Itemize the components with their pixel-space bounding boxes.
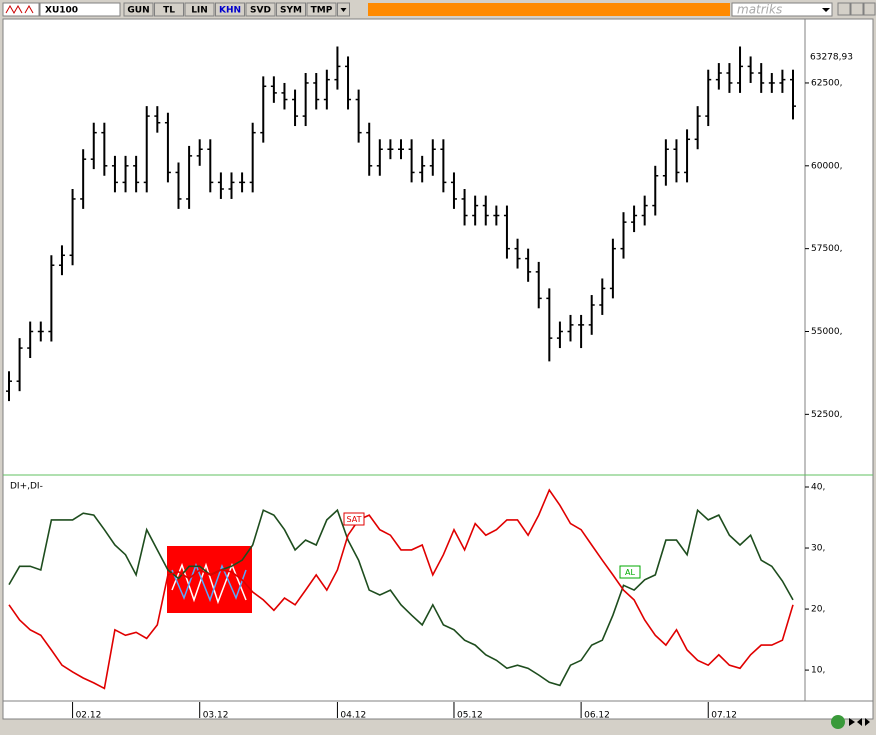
symbol: XU100 — [45, 6, 78, 16]
overlay-zigzag — [171, 562, 247, 605]
y-tick-label: 62500, — [811, 78, 843, 88]
refresh-button[interactable] — [831, 715, 845, 729]
x-tick-label: 03.12 — [203, 711, 229, 721]
toolbar-button-label: TMP — [311, 6, 333, 16]
toolbar-button-label: SYM — [280, 6, 302, 16]
x-tick-label: 05.12 — [457, 711, 483, 721]
symbol-box[interactable] — [39, 2, 121, 17]
dropdown-arrow — [340, 8, 347, 12]
toolbar-button[interactable] — [154, 2, 184, 17]
toolbar-button[interactable] — [215, 2, 245, 17]
chart-area — [2, 18, 874, 702]
scroll-right[interactable] — [865, 718, 870, 726]
toolbar-button[interactable] — [245, 2, 276, 17]
toolbar-button-label: LIN — [191, 6, 208, 16]
toolbar-button[interactable] — [123, 2, 154, 17]
y-tick-label: 52500, — [811, 410, 843, 420]
x-axis-strip — [2, 700, 874, 720]
logo-box — [2, 2, 40, 17]
scroll-left[interactable] — [857, 718, 862, 726]
y-tick-label: 60000, — [811, 161, 843, 171]
close-button[interactable] — [863, 2, 876, 16]
status-bar — [368, 3, 730, 16]
y-tick-label: 40, — [811, 482, 825, 492]
indicator-line — [8, 508, 794, 687]
indicator-line — [8, 488, 794, 690]
brand-box — [731, 2, 833, 17]
toolbar-button[interactable] — [306, 2, 337, 17]
toolbar-button-label: GUN — [127, 6, 149, 16]
overlay-box — [167, 546, 252, 613]
x-tick-label: 04.12 — [340, 711, 366, 721]
y-tick-label: 57500, — [811, 244, 843, 254]
brand: matriks — [737, 3, 782, 17]
y-tick-label: 30, — [811, 544, 825, 554]
signal-label: AL — [625, 568, 635, 577]
overlay-zigzag — [171, 562, 247, 603]
logo-icon — [5, 4, 34, 15]
y-tick-label: 20, — [811, 605, 825, 615]
indicator-title: DI+,DI- — [10, 482, 43, 492]
x-tick-label: 07.12 — [711, 711, 737, 721]
signal-box — [619, 565, 641, 579]
scroll-start[interactable] — [849, 718, 855, 726]
toolbar-button-label: SVD — [250, 6, 271, 16]
brand-dropdown[interactable] — [822, 8, 830, 12]
signal-box — [343, 512, 365, 526]
y-tick-label: 55000, — [811, 327, 843, 337]
minimize-button[interactable] — [837, 2, 851, 16]
toolbar-button[interactable] — [184, 2, 215, 17]
signal-label: SAT — [347, 515, 362, 524]
last-price-label: 63278,93 — [810, 53, 853, 63]
toolbar-button[interactable] — [276, 2, 306, 17]
toolbar-button-label: TL — [163, 6, 175, 16]
y-tick-label: 10, — [811, 666, 825, 676]
x-tick-label: 06.12 — [584, 711, 610, 721]
toolbar-button-label: KHN — [219, 6, 241, 16]
maximize-button[interactable] — [850, 2, 864, 16]
x-tick-label: 02.12 — [76, 711, 102, 721]
